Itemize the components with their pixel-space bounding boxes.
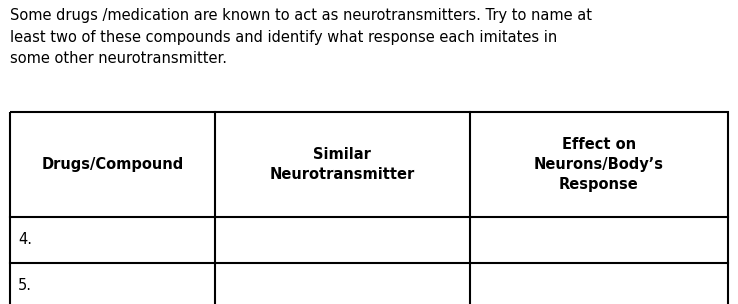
Text: Drugs/Compound: Drugs/Compound <box>41 157 184 172</box>
Text: Effect on
Neurons/Body’s
Response: Effect on Neurons/Body’s Response <box>534 137 663 192</box>
Text: Some drugs /medication are known to act as neurotransmitters. Try to name at
lea: Some drugs /medication are known to act … <box>10 8 592 66</box>
Text: Similar
Neurotransmitter: Similar Neurotransmitter <box>269 147 415 182</box>
Text: 4.: 4. <box>18 233 32 247</box>
Bar <box>10 112 728 304</box>
Text: 5.: 5. <box>18 278 32 293</box>
